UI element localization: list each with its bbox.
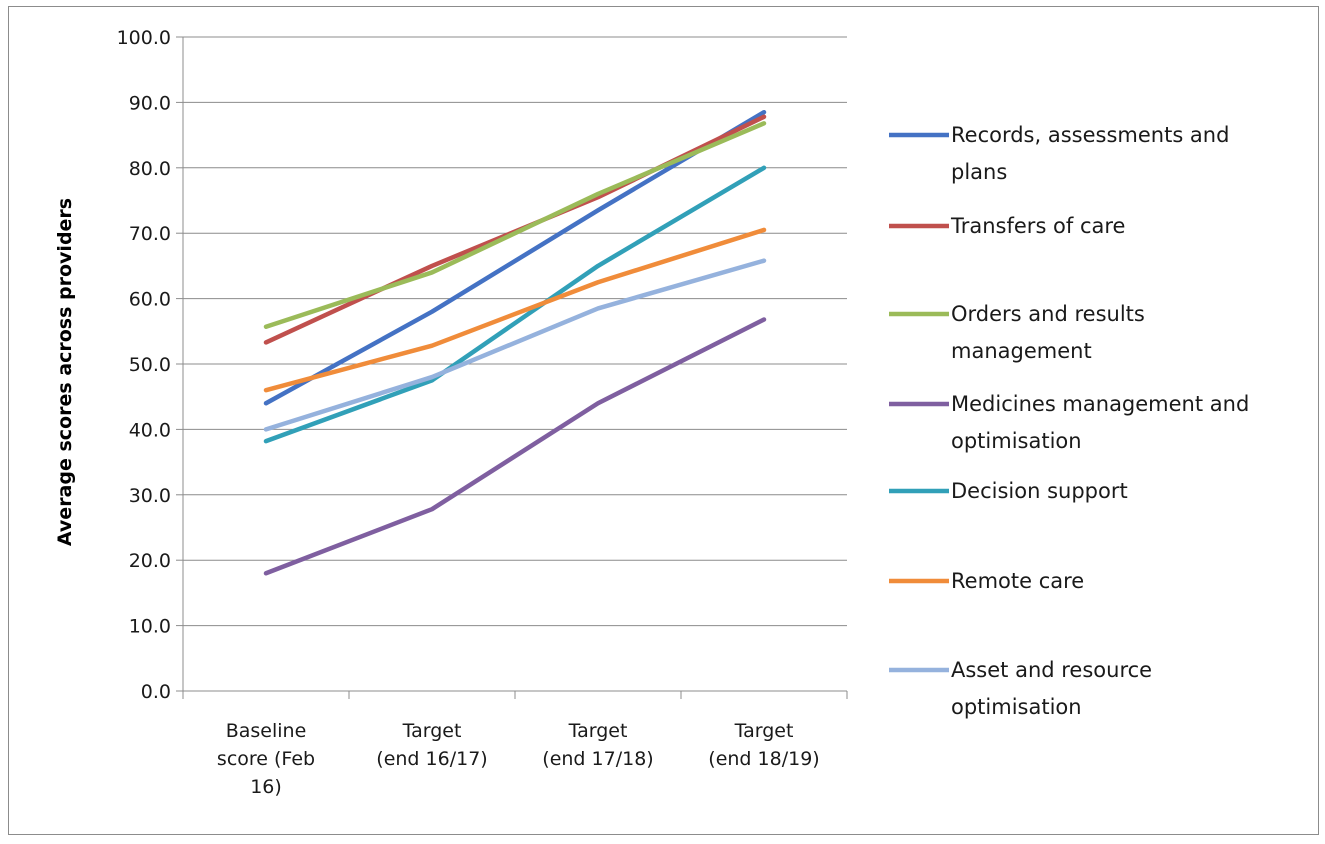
y-tick-label: 80.0 [129,158,171,180]
y-tick-label: 100.0 [117,27,171,49]
legend-label: Transfers of care [950,214,1125,238]
legend-label: Medicines management and optimisation [951,392,1249,453]
y-tick-label: 20.0 [129,550,171,572]
legend-item: Decision support [889,479,1128,503]
x-tick-label: Target (end 17/18) [542,720,653,770]
legend-label-line: Remote care [951,569,1084,593]
series-lines [263,109,767,576]
x-tick-label-line: 16) [250,776,282,798]
x-tick-label-line: Baseline [226,720,307,742]
legend-item: Transfers of care [889,214,1125,238]
legend-item: Remote care [889,569,1084,593]
series-line [263,109,767,406]
y-tick-label: 0.0 [141,681,171,703]
legend-label: Asset and resource optimisation [951,658,1152,719]
legend-label: Decision support [951,479,1128,503]
y-tick-labels: 0.0 10.0 20.0 30.0 40.0 50.0 60.0 70.0 80.0 90.0 1… [117,27,171,703]
x-tick-label-line: score (Feb [217,748,315,770]
y-tick-label: 10.0 [129,616,171,638]
x-tick-label-line: Target [568,720,628,742]
legend-item: Asset and resource optimisation [889,658,1152,719]
legend-label-line: Medicines management and [951,392,1249,416]
legend-label-line: optimisation [951,429,1082,453]
series-line [263,121,767,329]
legend-label-line: Asset and resource [951,658,1152,682]
series-line [263,165,767,444]
y-tick-label: 30.0 [129,485,171,507]
legend-label-line: Transfers of care [950,214,1125,238]
x-tick-label-line: Target [734,720,794,742]
series-line [263,258,767,432]
x-tick-label: Target (end 16/17) [376,720,487,770]
legend-item: Orders and results management [889,302,1145,363]
line-chart: 0.0 10.0 20.0 30.0 40.0 50.0 60.0 70.0 80.0 90.0 1… [54,27,1249,798]
series-line [263,114,767,345]
legend: Records, assessments and plans Transfers o… [889,123,1249,719]
x-tick-label: Baseline score (Feb 16) [217,720,315,798]
legend-label: Orders and results management [951,302,1145,363]
legend-item: Medicines management and optimisation [889,392,1249,453]
legend-label-line: Orders and results [951,302,1145,326]
legend-item: Records, assessments and plans [889,123,1229,184]
chart-frame: 0.0 10.0 20.0 30.0 40.0 50.0 60.0 70.0 80.0 90.0 1… [8,6,1319,835]
y-tick-label: 70.0 [129,223,171,245]
x-tick-labels: Baseline score (Feb 16)Target (end 16/17)Ta… [217,720,820,798]
x-tick-label-line: (end 16/17) [376,748,487,770]
y-tick-label: 50.0 [129,354,171,376]
y-tick-label: 90.0 [129,92,171,114]
x-tick-label-line: (end 17/18) [542,748,653,770]
y-axis-label: Average scores across providers [54,198,76,546]
legend-label-line: management [951,339,1092,363]
legend-label: Records, assessments and plans [951,123,1229,184]
series-line [263,227,767,393]
legend-label-line: plans [951,160,1007,184]
legend-label-line: optimisation [951,695,1082,719]
legend-label-line: Records, assessments and [951,123,1229,147]
y-tick-label: 60.0 [129,289,171,311]
legend-label: Remote care [951,569,1084,593]
axes [176,36,848,699]
x-tick-label-line: (end 18/19) [708,748,819,770]
series-line [263,317,767,576]
legend-label-line: Decision support [951,479,1128,503]
x-tick-label: Target (end 18/19) [708,720,819,770]
y-tick-label: 40.0 [129,419,171,441]
x-tick-label-line: Target [402,720,462,742]
